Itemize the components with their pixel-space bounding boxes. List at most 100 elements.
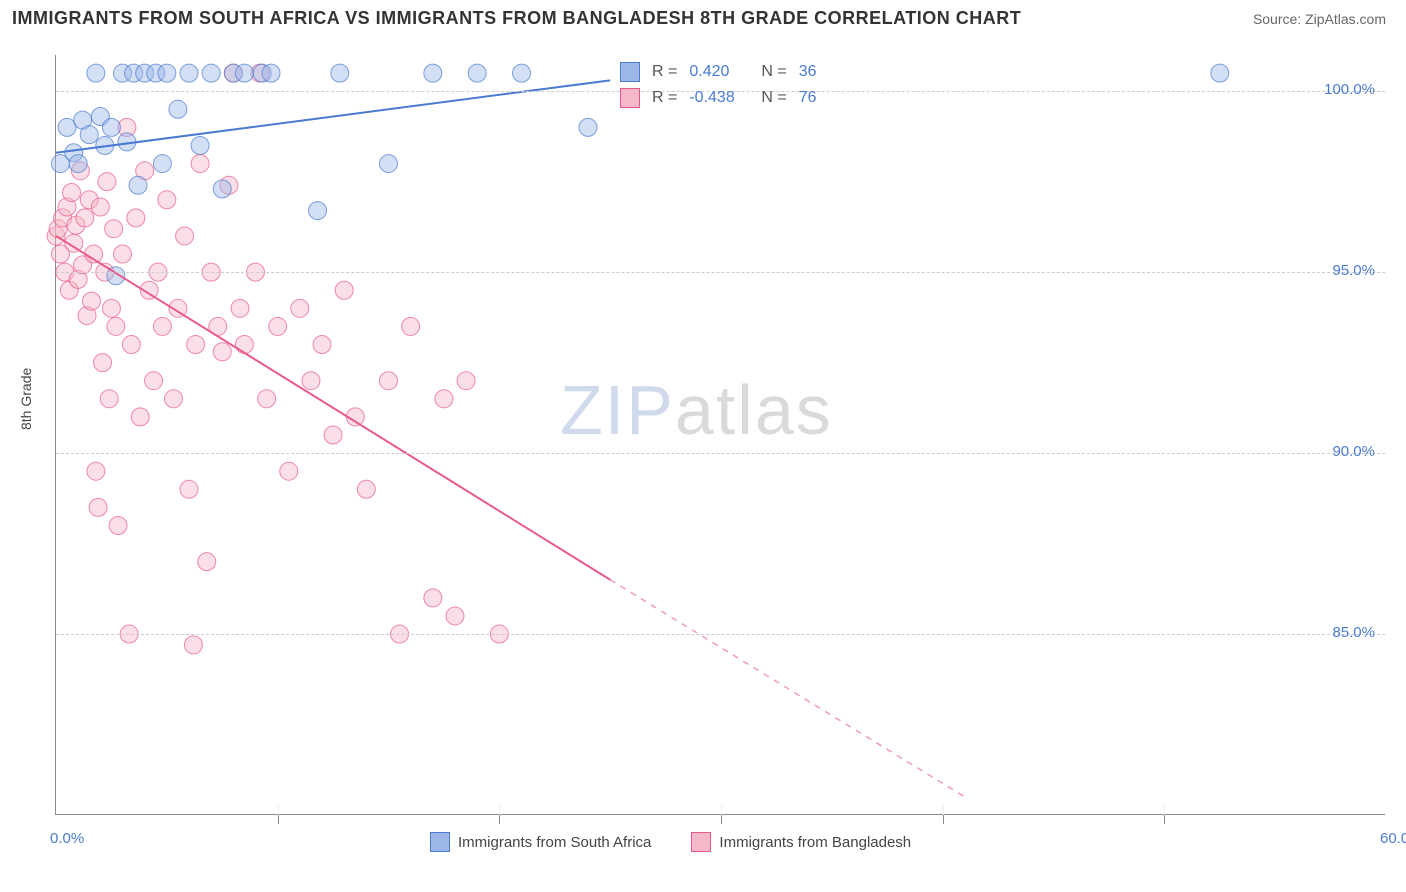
trend-line-series2-dash [610, 580, 965, 797]
x-tick [943, 814, 944, 824]
y-tick-label: 85.0% [1315, 624, 1375, 641]
n-value: 36 [799, 63, 817, 81]
data-point [80, 126, 98, 144]
swatch-series2 [620, 88, 640, 108]
x-tick [1164, 814, 1165, 824]
data-point [114, 245, 132, 263]
data-point [158, 191, 176, 209]
y-tick-label: 90.0% [1315, 443, 1375, 460]
swatch-series1 [430, 832, 450, 852]
swatch-series1 [620, 62, 640, 82]
legend-item-series2: Immigrants from Bangladesh [691, 832, 911, 852]
data-point [127, 209, 145, 227]
data-point [424, 589, 442, 607]
data-point [380, 372, 398, 390]
data-point [191, 136, 209, 154]
x-tick-label: 0.0% [50, 830, 84, 847]
data-point [87, 462, 105, 480]
data-point [145, 372, 163, 390]
gridline-vertical [1164, 805, 1165, 815]
data-point [258, 390, 276, 408]
r-value: 0.420 [689, 63, 749, 81]
data-point [82, 292, 100, 310]
swatch-series2 [691, 832, 711, 852]
data-point [235, 64, 253, 82]
data-point [153, 317, 171, 335]
data-point [198, 553, 216, 571]
data-point [235, 336, 253, 354]
y-tick-label: 95.0% [1315, 262, 1375, 279]
n-label: N = [761, 63, 786, 81]
chart-svg [56, 55, 1385, 814]
chart-title: IMMIGRANTS FROM SOUTH AFRICA VS IMMIGRAN… [12, 8, 1021, 29]
data-point [291, 299, 309, 317]
data-point [231, 299, 249, 317]
gridline-vertical [721, 805, 722, 815]
gridline-horizontal [56, 634, 1385, 635]
source-label: Source: ZipAtlas.com [1253, 11, 1386, 27]
data-point [131, 408, 149, 426]
data-point [1211, 64, 1229, 82]
data-point [153, 155, 171, 173]
chart-plot-area [55, 55, 1385, 815]
y-tick-label: 100.0% [1315, 81, 1375, 98]
data-point [76, 209, 94, 227]
data-point [302, 372, 320, 390]
data-point [100, 390, 118, 408]
data-point [89, 498, 107, 516]
legend-label: Immigrants from Bangladesh [719, 834, 911, 851]
data-point [180, 64, 198, 82]
data-point [91, 198, 109, 216]
data-point [331, 64, 349, 82]
data-point [402, 317, 420, 335]
data-point [180, 480, 198, 498]
data-point [380, 155, 398, 173]
legend-label: Immigrants from South Africa [458, 834, 651, 851]
gridline-vertical [278, 805, 279, 815]
data-point [313, 336, 331, 354]
data-point [176, 227, 194, 245]
data-point [69, 155, 87, 173]
data-point [63, 184, 81, 202]
gridline-vertical [943, 805, 944, 815]
data-point [202, 64, 220, 82]
data-point [513, 64, 531, 82]
gridline-horizontal [56, 453, 1385, 454]
x-tick [499, 814, 500, 824]
data-point [187, 336, 205, 354]
data-point [98, 173, 116, 191]
data-point [324, 426, 342, 444]
r-value: -0.438 [689, 89, 749, 107]
y-axis-label: 8th Grade [18, 368, 34, 430]
data-point [122, 336, 140, 354]
data-point [335, 281, 353, 299]
data-point [357, 480, 375, 498]
data-point [262, 64, 280, 82]
n-label: N = [761, 89, 786, 107]
data-point [169, 100, 187, 118]
data-point [164, 390, 182, 408]
gridline-vertical [499, 805, 500, 815]
r-label: R = [652, 89, 677, 107]
data-point [105, 220, 123, 238]
data-point [309, 202, 327, 220]
gridline-horizontal [56, 272, 1385, 273]
legend-series: Immigrants from South Africa Immigrants … [430, 832, 911, 852]
legend-item-series1: Immigrants from South Africa [430, 832, 651, 852]
data-point [424, 64, 442, 82]
data-point [102, 299, 120, 317]
x-tick [721, 814, 722, 824]
data-point [457, 372, 475, 390]
r-label: R = [652, 63, 677, 81]
n-value: 76 [799, 89, 817, 107]
data-point [102, 118, 120, 136]
data-point [109, 516, 127, 534]
data-point [213, 343, 231, 361]
data-point [184, 636, 202, 654]
data-point [280, 462, 298, 480]
data-point [158, 64, 176, 82]
data-point [435, 390, 453, 408]
x-tick [278, 814, 279, 824]
data-point [107, 317, 125, 335]
data-point [269, 317, 287, 335]
